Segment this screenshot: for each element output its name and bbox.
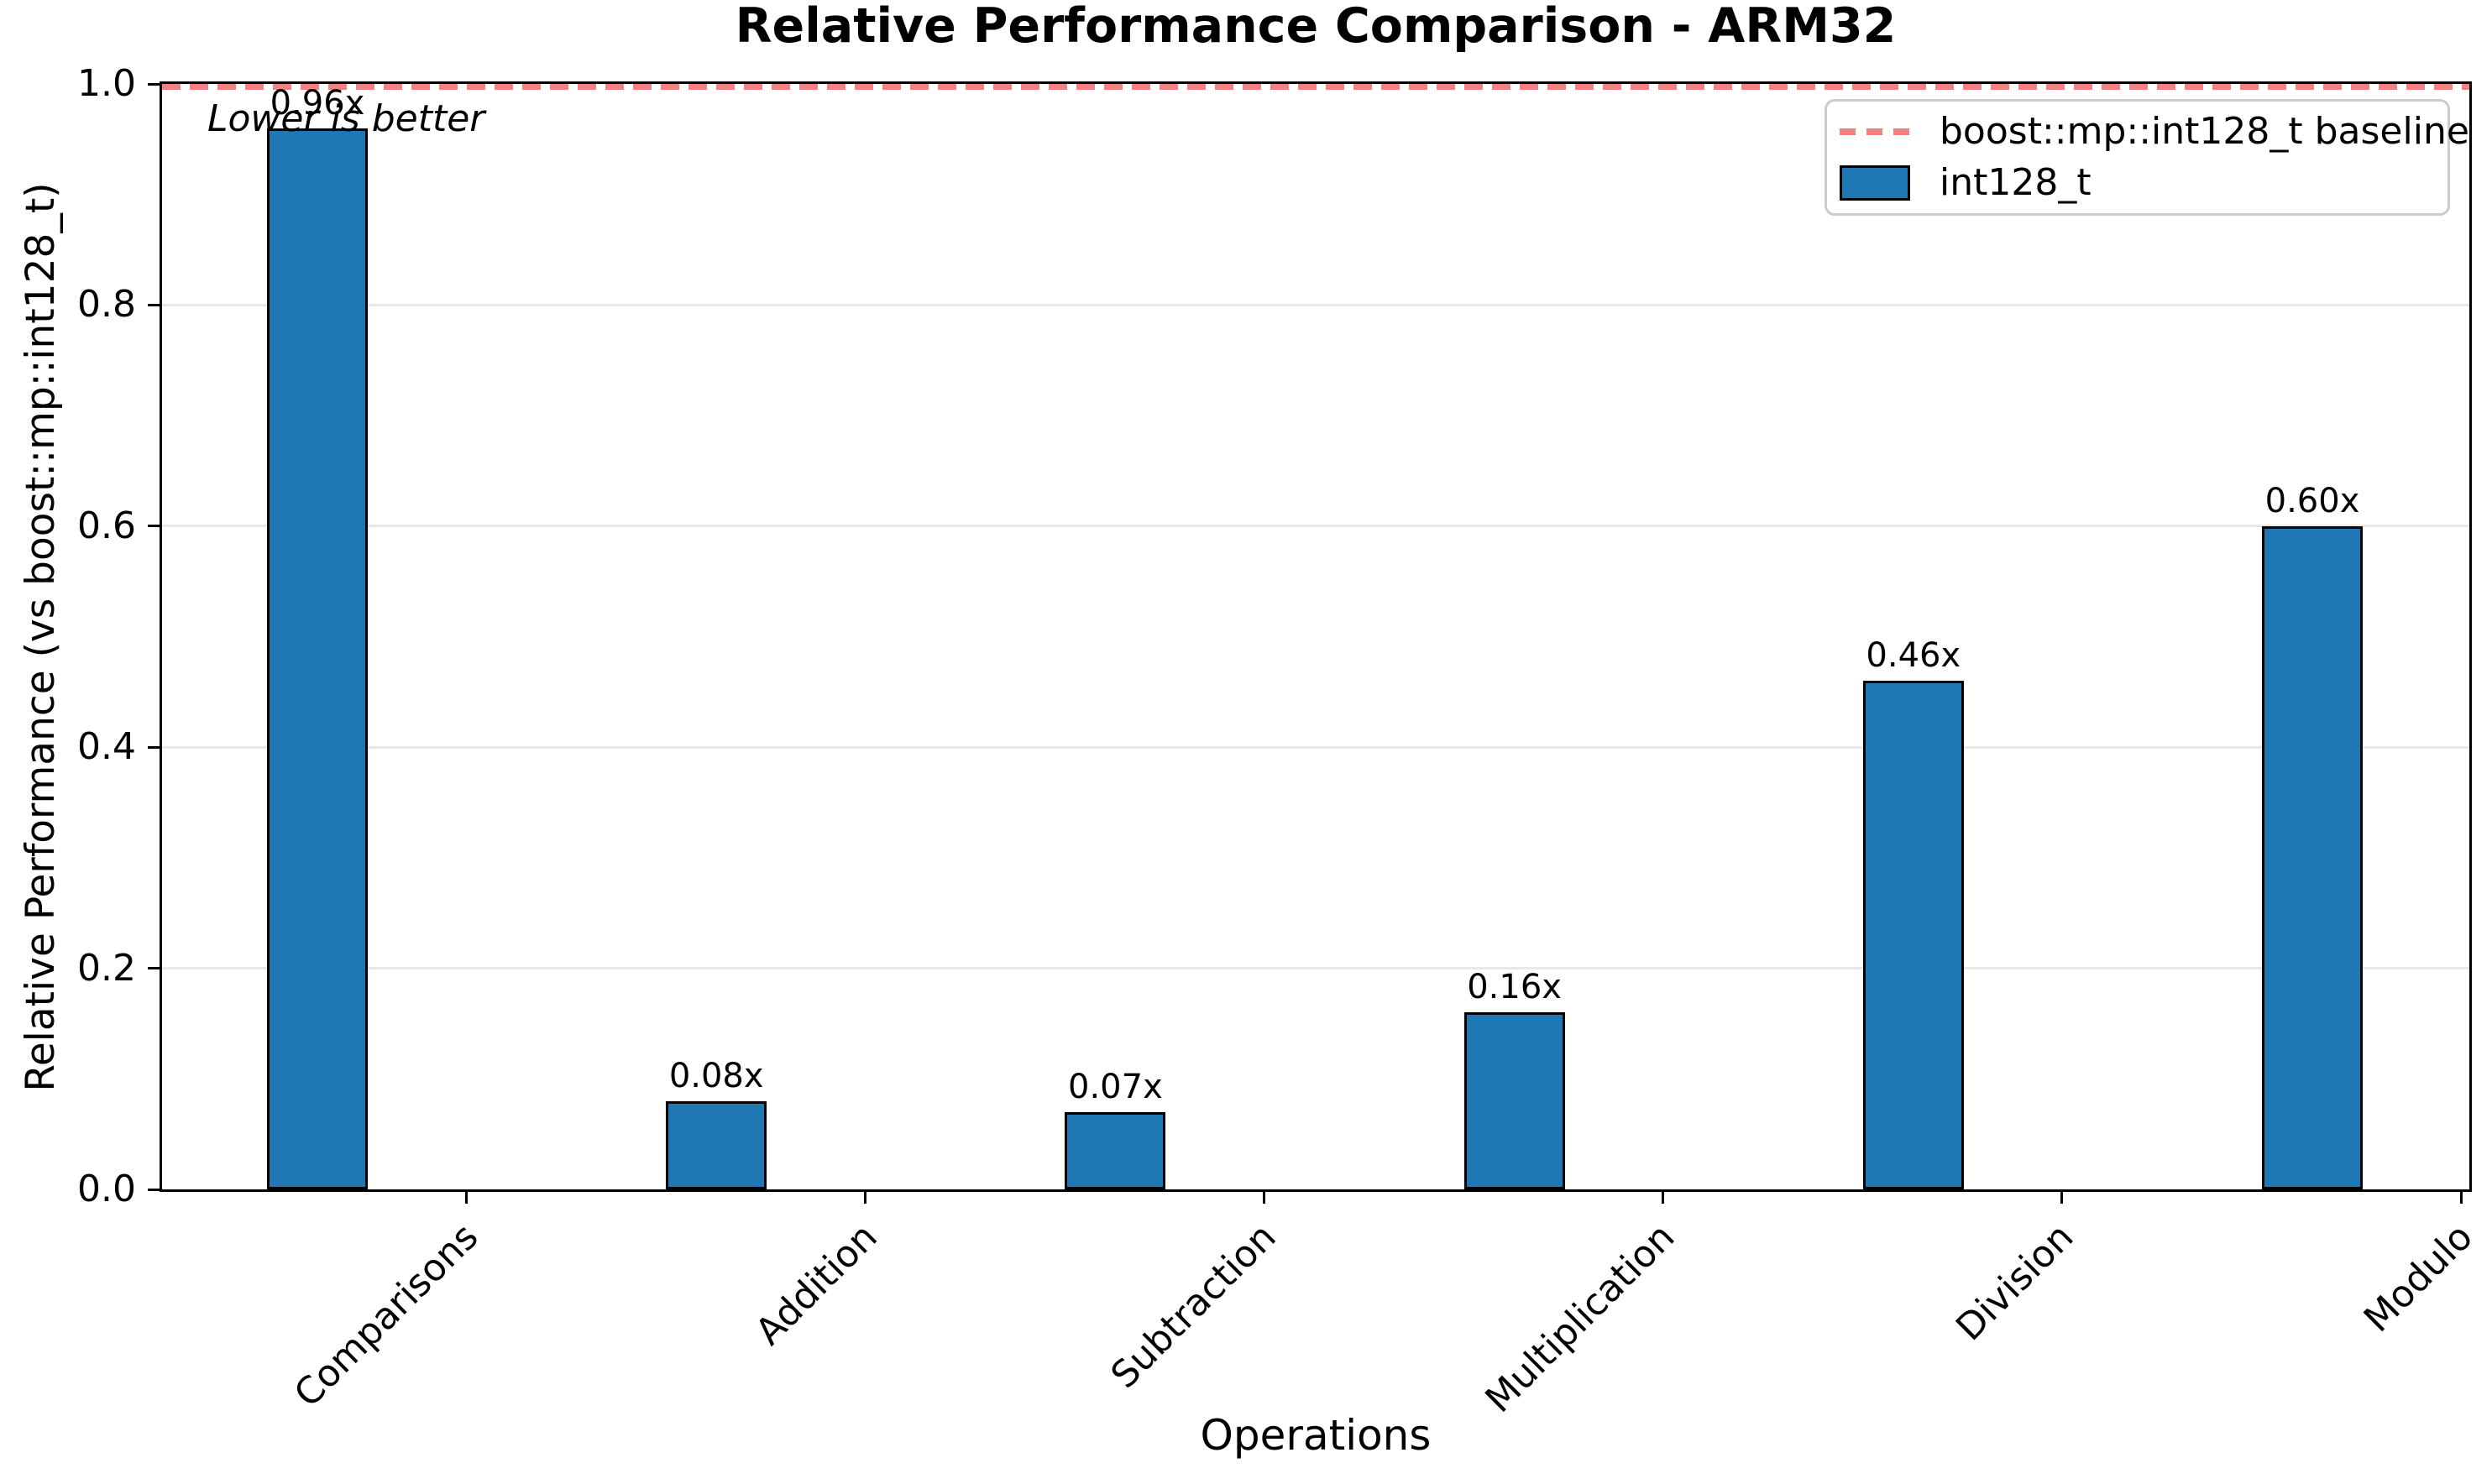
x-tick-modulo	[2459, 1192, 2463, 1204]
x-tick-division	[2060, 1192, 2064, 1204]
bar-value-label-division: 0.46x	[1866, 636, 1961, 676]
legend-item-series: int128_t	[1840, 162, 2448, 204]
x-tick-comparisons	[464, 1192, 468, 1204]
bar-subtraction	[1065, 1111, 1166, 1189]
gridline-0.6	[162, 525, 2469, 528]
y-tick-0.4	[148, 745, 160, 749]
y-tick-label-0.0: 0.0	[77, 1168, 136, 1210]
y-tick-0.2	[148, 967, 160, 970]
x-tick-label-division: Division	[1948, 1215, 2082, 1350]
legend: boost::mp::int128_t baseline int128_t	[1824, 99, 2469, 216]
y-tick-0.6	[148, 525, 160, 528]
x-tick-addition	[863, 1192, 866, 1204]
bar-value-label-subtraction: 0.07x	[1068, 1067, 1163, 1106]
legend-dashed-line-swatch	[1840, 128, 1910, 135]
legend-baseline-label: boost::mp::int128_t baseline	[1940, 110, 2469, 153]
bar-addition	[666, 1100, 767, 1189]
x-tick-label-multiplication: Multiplication	[1477, 1215, 1683, 1421]
y-tick-0.0	[148, 1188, 160, 1191]
x-tick-label-comparisons: Comparisons	[285, 1215, 487, 1416]
y-axis-title: Relative Performance (vs boost::mp::int1…	[18, 181, 64, 1092]
y-tick-1.0	[148, 82, 160, 86]
bar-value-label-comparisons: 0.96x	[270, 83, 365, 123]
legend-item-baseline: boost::mp::int128_t baseline	[1840, 111, 2469, 153]
gridline-0.2	[162, 967, 2469, 970]
x-tick-subtraction	[1262, 1192, 1265, 1204]
legend-series-label: int128_t	[1940, 161, 2092, 204]
y-tick-label-0.4: 0.4	[77, 725, 136, 769]
gridline-0.4	[162, 745, 2469, 749]
bar-value-label-addition: 0.08x	[668, 1056, 764, 1095]
y-tick-label-0.8: 0.8	[77, 283, 136, 327]
y-tick-0.8	[148, 303, 160, 306]
x-tick-label-subtraction: Subtraction	[1102, 1215, 1285, 1398]
lower-is-better-annotation: Lower is better	[207, 97, 485, 140]
bar-value-label-modulo: 0.60x	[2264, 481, 2360, 520]
plot-area: Lower is better boost::mp::int128_t base…	[160, 81, 2472, 1192]
legend-bar-swatch	[1840, 165, 1910, 201]
plot-inner: Lower is better boost::mp::int128_t base…	[162, 84, 2469, 1189]
x-axis-title: Operations	[1200, 1411, 1432, 1460]
y-tick-label-1.0: 1.0	[77, 62, 136, 105]
x-tick-label-modulo: Modulo	[2355, 1215, 2482, 1341]
y-tick-label-0.2: 0.2	[77, 946, 136, 990]
bar-division	[1862, 681, 1964, 1189]
bar-value-label-multiplication: 0.16x	[1467, 968, 1562, 1007]
x-tick-label-addition: Addition	[746, 1215, 886, 1354]
bar-comparisons	[267, 128, 368, 1189]
chart-title: Relative Performance Comparison - ARM32	[735, 0, 1897, 54]
gridline-0.8	[162, 303, 2469, 306]
x-tick-multiplication	[1662, 1192, 1665, 1204]
baseline-dashed-line	[162, 84, 2469, 90]
bar-modulo	[2262, 525, 2363, 1189]
y-tick-label-0.6: 0.6	[77, 504, 136, 547]
bar-multiplication	[1463, 1012, 1565, 1189]
